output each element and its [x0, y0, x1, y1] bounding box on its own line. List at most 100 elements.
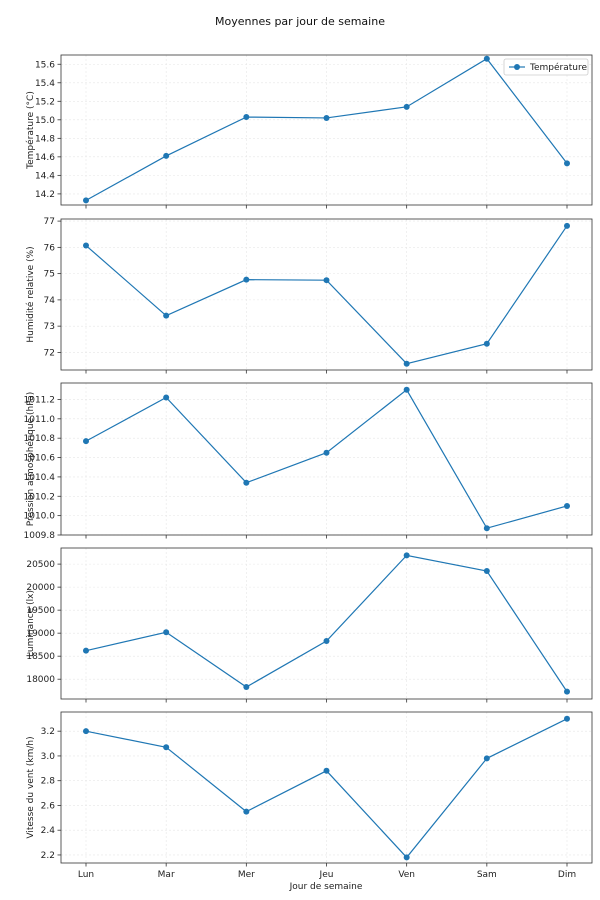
y-tick-label: 3.2 — [41, 727, 55, 737]
legend-marker — [514, 64, 520, 70]
data-point — [243, 684, 250, 691]
y-tick-label: 1010.6 — [24, 454, 56, 464]
y-axis-label: Humidité relative (%) — [25, 246, 36, 342]
y-tick-label: 2.6 — [41, 801, 56, 811]
y-tick-label: 15.0 — [35, 116, 55, 126]
y-tick-label: 15.6 — [35, 60, 55, 70]
data-point — [323, 114, 330, 121]
y-tick-label: 14.6 — [35, 153, 55, 163]
data-point — [403, 854, 410, 861]
legend-label: Température — [529, 62, 587, 73]
data-point — [483, 340, 490, 347]
y-tick-label: 1010.8 — [24, 434, 56, 444]
x-tick-label: Mer — [238, 870, 255, 880]
data-point — [564, 502, 570, 509]
plot-frame — [60, 54, 593, 206]
x-axis-label: Jour de semaine — [289, 882, 363, 892]
data-point — [564, 688, 570, 695]
y-axis-label: Luminance (lx) — [26, 590, 36, 657]
y-axis-label: Pression atmosphérique (hPa) — [25, 392, 36, 527]
chart-panels: 14.2 14.4 14.6 14.8 15.0 15.2 15.4 15.6 Températ… — [24, 54, 593, 880]
y-tick-label: 15.4 — [35, 79, 55, 89]
data-point — [564, 222, 570, 229]
y-tick-label: 1011.2 — [24, 395, 56, 405]
y-tick-label: 20500 — [26, 560, 55, 570]
y-tick-label: 14.4 — [35, 171, 55, 181]
data-point — [483, 525, 490, 532]
y-tick-label: 18500 — [26, 652, 55, 662]
y-tick-label: 2.2 — [41, 851, 55, 861]
data-point — [243, 276, 250, 283]
y-tick-label: 14.2 — [35, 190, 55, 200]
data-point — [323, 767, 330, 774]
y-tick-label: 19000 — [26, 629, 55, 639]
data-point — [483, 55, 490, 62]
y-tick-label: 3.0 — [41, 752, 56, 762]
y-axis-label: Température (°C) — [25, 91, 36, 170]
data-point — [403, 103, 410, 110]
data-point — [483, 755, 490, 762]
panel-2: 72 73 74 75 76 77 Humidité relative (%) — [25, 217, 593, 374]
data-point — [483, 568, 490, 575]
plot-frame — [60, 382, 593, 536]
y-tick-label: 77 — [44, 217, 55, 227]
y-tick-label: 74 — [44, 296, 56, 306]
legend: Température — [503, 58, 589, 76]
data-point — [163, 312, 170, 319]
data-point — [83, 197, 89, 204]
x-tick-label: Ven — [398, 870, 415, 880]
x-tick-label: Jeu — [319, 870, 334, 880]
data-point — [403, 360, 410, 367]
data-point — [243, 479, 250, 486]
y-tick-label: 19500 — [26, 606, 55, 616]
y-tick-label: 76 — [44, 243, 56, 253]
data-point — [83, 438, 89, 445]
data-point — [564, 160, 570, 167]
data-point — [83, 647, 89, 654]
legend-box — [503, 58, 589, 76]
y-tick-label: 18000 — [26, 675, 55, 685]
panel-5: 2.2 2.4 2.6 2.8 3.0 3.2 Lun Mar Mer Jeu Ven Sam Dim V… — [26, 711, 593, 880]
data-point — [163, 629, 170, 636]
data-point — [403, 552, 410, 559]
x-tick-label: Dim — [558, 870, 576, 880]
panel-4: 18000 18500 19000 19500 20000 20500 Luminance … — [26, 547, 593, 703]
y-tick-label: 20000 — [26, 583, 55, 593]
plot-frame — [60, 711, 593, 864]
data-point — [163, 152, 170, 159]
y-tick-label: 1010.2 — [24, 492, 56, 502]
data-point — [243, 808, 250, 815]
panel-1: 14.2 14.4 14.6 14.8 15.0 15.2 15.4 15.6 Températ… — [25, 54, 593, 209]
x-tick-label: Lun — [78, 870, 94, 880]
series-line — [85, 554, 568, 692]
data-point — [163, 744, 170, 751]
y-tick-label: 1011.0 — [24, 415, 56, 425]
data-point — [163, 394, 170, 401]
y-tick-label: 14.8 — [35, 134, 55, 144]
y-tick-label: 1009.8 — [24, 531, 56, 541]
data-point — [403, 386, 410, 393]
plot-frame — [60, 218, 593, 371]
data-point — [323, 277, 330, 284]
y-tick-label: 2.8 — [41, 777, 56, 787]
y-axis-label: Vitesse du vent (km/h) — [26, 736, 36, 838]
data-point — [83, 728, 89, 735]
y-tick-label: 72 — [44, 348, 55, 358]
y-tick-label: 2.4 — [41, 826, 56, 836]
data-point — [323, 449, 330, 456]
x-tick-label: Mar — [158, 870, 175, 880]
panel-3: 1009.8 1010.0 1010.2 1010.4 1010.6 1010.8 1011… — [24, 382, 593, 541]
data-point — [323, 637, 330, 644]
data-point — [83, 242, 89, 249]
chart-title: Moyennes par jour de semaine — [215, 15, 385, 28]
data-point — [243, 114, 250, 121]
data-point — [564, 715, 570, 722]
y-tick-label: 75 — [44, 270, 55, 280]
y-tick-label: 15.2 — [35, 97, 55, 107]
y-tick-label: 73 — [44, 322, 55, 332]
plot-frame — [60, 547, 593, 700]
y-tick-label: 1010.4 — [24, 473, 56, 483]
x-tick-label: Sam — [477, 870, 497, 880]
y-tick-label: 1010.0 — [24, 512, 56, 522]
